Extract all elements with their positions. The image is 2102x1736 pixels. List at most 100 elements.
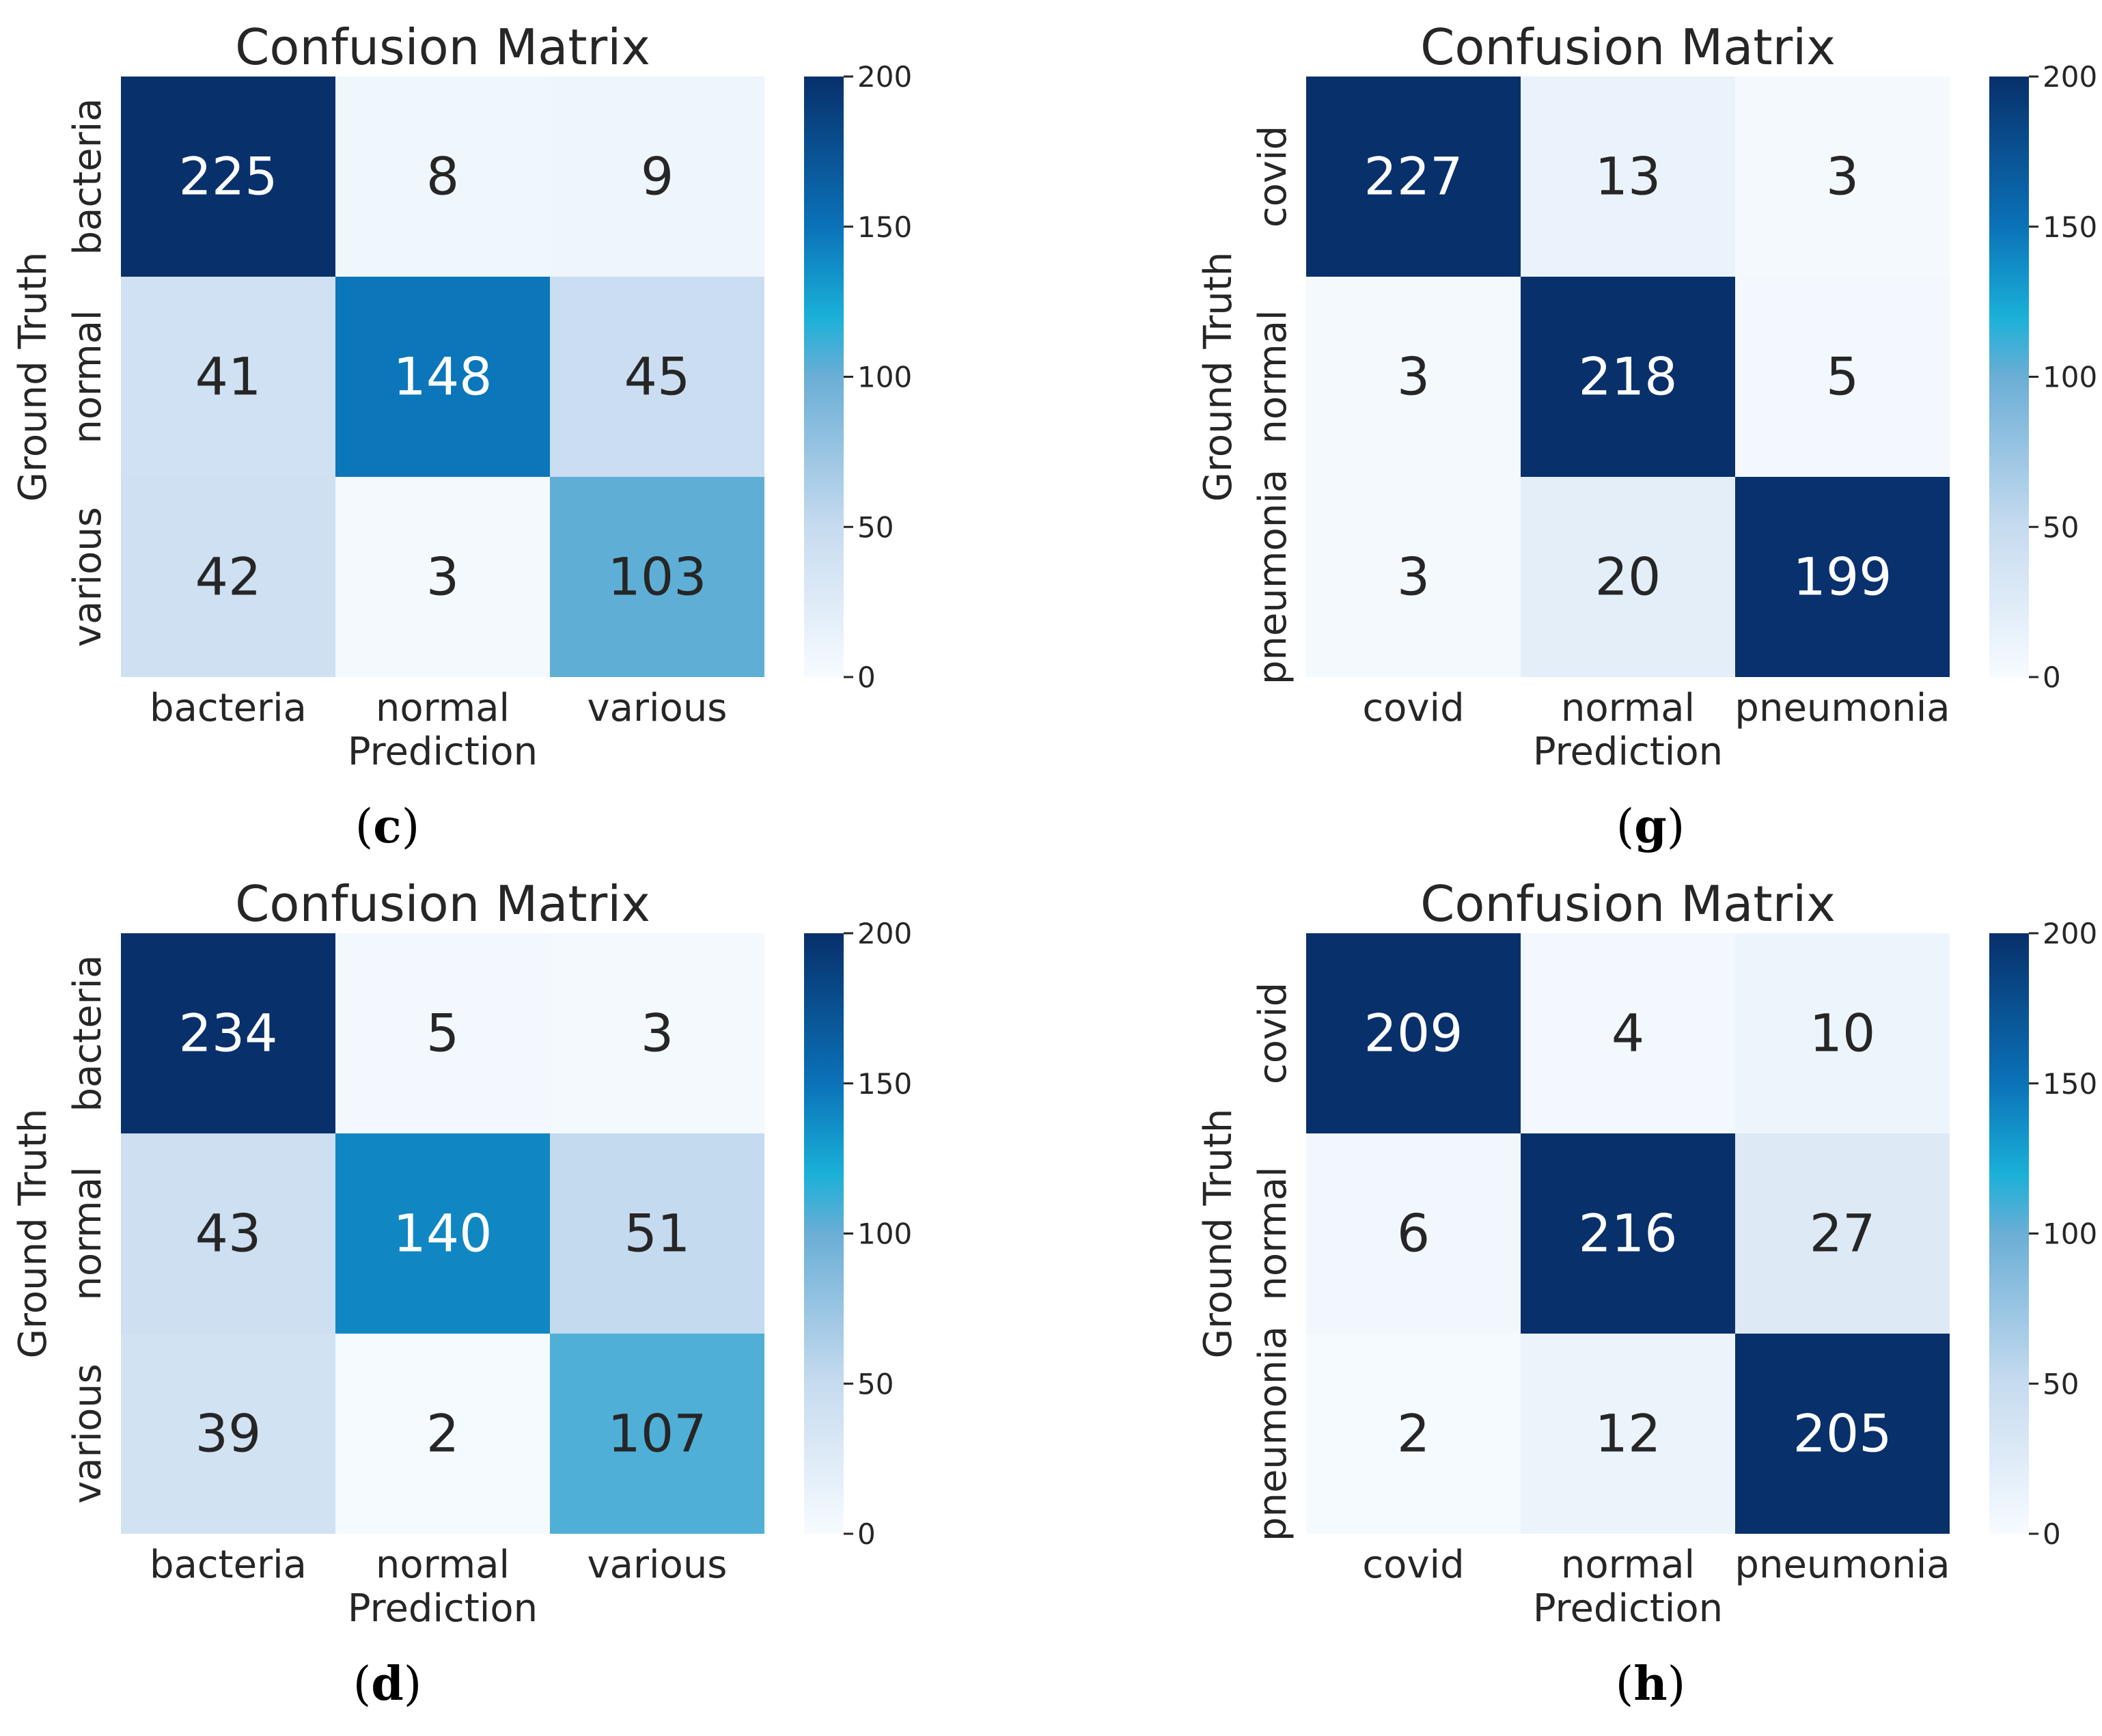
heatmap-cell	[550, 1334, 764, 1534]
cell-value-label: 140	[393, 1203, 492, 1264]
colorbar-tick-label: 150	[2043, 210, 2097, 244]
heatmap-cell	[550, 477, 764, 677]
cell-value-label: 3	[1826, 146, 1859, 207]
cell-value-label: 209	[1364, 1003, 1463, 1064]
x-tick-label: pneumonia	[1734, 686, 1950, 730]
heatmap-cell	[1521, 1133, 1735, 1334]
heatmap-cell	[121, 277, 335, 477]
x-tick-label: bacteria	[150, 686, 307, 730]
cell-value-label: 20	[1595, 547, 1661, 607]
heatmap-cell	[1306, 933, 1521, 1133]
cell-value-label: 227	[1364, 146, 1463, 207]
heatmap-cell	[121, 1334, 335, 1534]
cell-value-label: 107	[607, 1403, 706, 1464]
confusion-matrix-c: Confusion Matrix 225 8 9 41 148 45 42 3 103 bacter…	[11, 18, 912, 774]
heatmap-cell	[1521, 277, 1735, 477]
colorbar-tick-label: 0	[2043, 1517, 2061, 1551]
heatmap-cell	[1306, 477, 1521, 677]
cell-value-label: 51	[624, 1203, 691, 1264]
heatmap-cell	[121, 933, 335, 1133]
colorbar-tick-label: 150	[857, 1067, 912, 1101]
cell-value-label: 234	[178, 1003, 277, 1064]
y-tick-label: pneumonia	[1251, 1326, 1295, 1541]
heatmap-cell	[1735, 1133, 1950, 1334]
colorbar-tick-label: 150	[857, 210, 912, 244]
colorbar-tick-label: 50	[857, 510, 894, 544]
cell-value-label: 42	[195, 547, 262, 607]
heatmap-cell	[335, 477, 550, 677]
x-tick-label: various	[587, 1543, 728, 1587]
colorbar	[1989, 933, 2029, 1534]
colorbar	[804, 933, 844, 1534]
y-tick-label: normal	[1251, 309, 1295, 443]
panel-label-d: (d)	[352, 1657, 422, 1711]
y-tick-label: normal	[66, 1166, 110, 1300]
cell-value-label: 3	[1397, 346, 1430, 407]
cell-value-label: 39	[195, 1403, 262, 1464]
heatmap-cell	[550, 277, 764, 477]
x-axis-label: Prediction	[348, 1586, 538, 1631]
y-tick-label: normal	[66, 309, 110, 443]
y-tick-label: bacteria	[66, 955, 110, 1112]
heatmap-cell	[121, 77, 335, 277]
cell-value-label: 218	[1578, 346, 1677, 407]
y-tick-label: pneumonia	[1251, 469, 1295, 685]
heatmap-cell	[335, 77, 550, 277]
heatmap-cell	[1735, 477, 1950, 677]
colorbar-tick-label: 0	[2043, 661, 2061, 694]
x-axis-label: Prediction	[1533, 1586, 1723, 1631]
chart-title: Confusion Matrix	[235, 18, 650, 76]
cell-value-label: 41	[195, 346, 262, 407]
chart-title: Confusion Matrix	[1420, 875, 1836, 933]
heatmap-cell	[1306, 77, 1521, 277]
cell-value-label: 205	[1793, 1403, 1892, 1464]
cell-value-label: 3	[426, 547, 459, 607]
colorbar-tick-label: 200	[857, 917, 912, 950]
y-tick-label: various	[66, 1364, 110, 1504]
x-tick-label: normal	[1561, 686, 1695, 730]
colorbar-tick-label: 100	[2043, 361, 2097, 394]
x-tick-label: pneumonia	[1734, 1543, 1950, 1587]
heatmap-cell	[1735, 77, 1950, 277]
colorbar	[804, 77, 844, 677]
cell-value-label: 9	[641, 146, 674, 207]
colorbar-tick-label: 200	[2043, 60, 2097, 94]
cell-value-label: 43	[195, 1203, 262, 1264]
heatmap-cell	[1521, 77, 1735, 277]
confusion-matrix-d: Confusion Matrix 234 5 3 43 140 51 39 2 107 bacter…	[11, 875, 912, 1631]
y-tick-label: covid	[1251, 982, 1295, 1084]
x-tick-label: covid	[1362, 686, 1464, 730]
confusion-matrix-g: Confusion Matrix 227 13 3 3 218 5 3 20 199 covid no…	[1196, 18, 2097, 774]
heatmap-cell	[1306, 277, 1521, 477]
colorbar-tick-label: 50	[857, 1367, 894, 1401]
colorbar-tick-label: 0	[857, 1517, 876, 1551]
colorbar-tick-label: 50	[2043, 1367, 2079, 1401]
chart-title: Confusion Matrix	[235, 875, 650, 933]
heatmap-cell	[121, 1133, 335, 1334]
heatmap-cell	[1521, 477, 1735, 677]
x-axis-label: Prediction	[348, 730, 538, 774]
chart-title: Confusion Matrix	[1420, 18, 1836, 76]
cell-value-label: 2	[426, 1403, 459, 1464]
panel-label-h: (h)	[1615, 1657, 1686, 1711]
cell-value-label: 5	[426, 1003, 459, 1064]
y-tick-label: normal	[1251, 1166, 1295, 1300]
colorbar	[1989, 77, 2029, 677]
cell-value-label: 225	[178, 146, 277, 207]
colorbar-tick-label: 0	[857, 661, 876, 694]
heatmap-cell	[1735, 933, 1950, 1133]
heatmap-cell	[1735, 1334, 1950, 1534]
colorbar-tick-label: 200	[857, 60, 912, 94]
heatmap-cell	[1306, 1133, 1521, 1334]
cell-value-label: 13	[1595, 146, 1661, 207]
cell-value-label: 45	[624, 346, 691, 407]
y-tick-label: covid	[1251, 126, 1295, 228]
heatmap-cell	[1521, 1334, 1735, 1534]
heatmap-cell	[335, 1334, 550, 1534]
heatmap-cell	[1521, 933, 1735, 1133]
heatmap-cell	[550, 933, 764, 1133]
x-tick-label: various	[587, 686, 728, 730]
heatmap-cell	[550, 77, 764, 277]
cell-value-label: 12	[1595, 1403, 1661, 1464]
